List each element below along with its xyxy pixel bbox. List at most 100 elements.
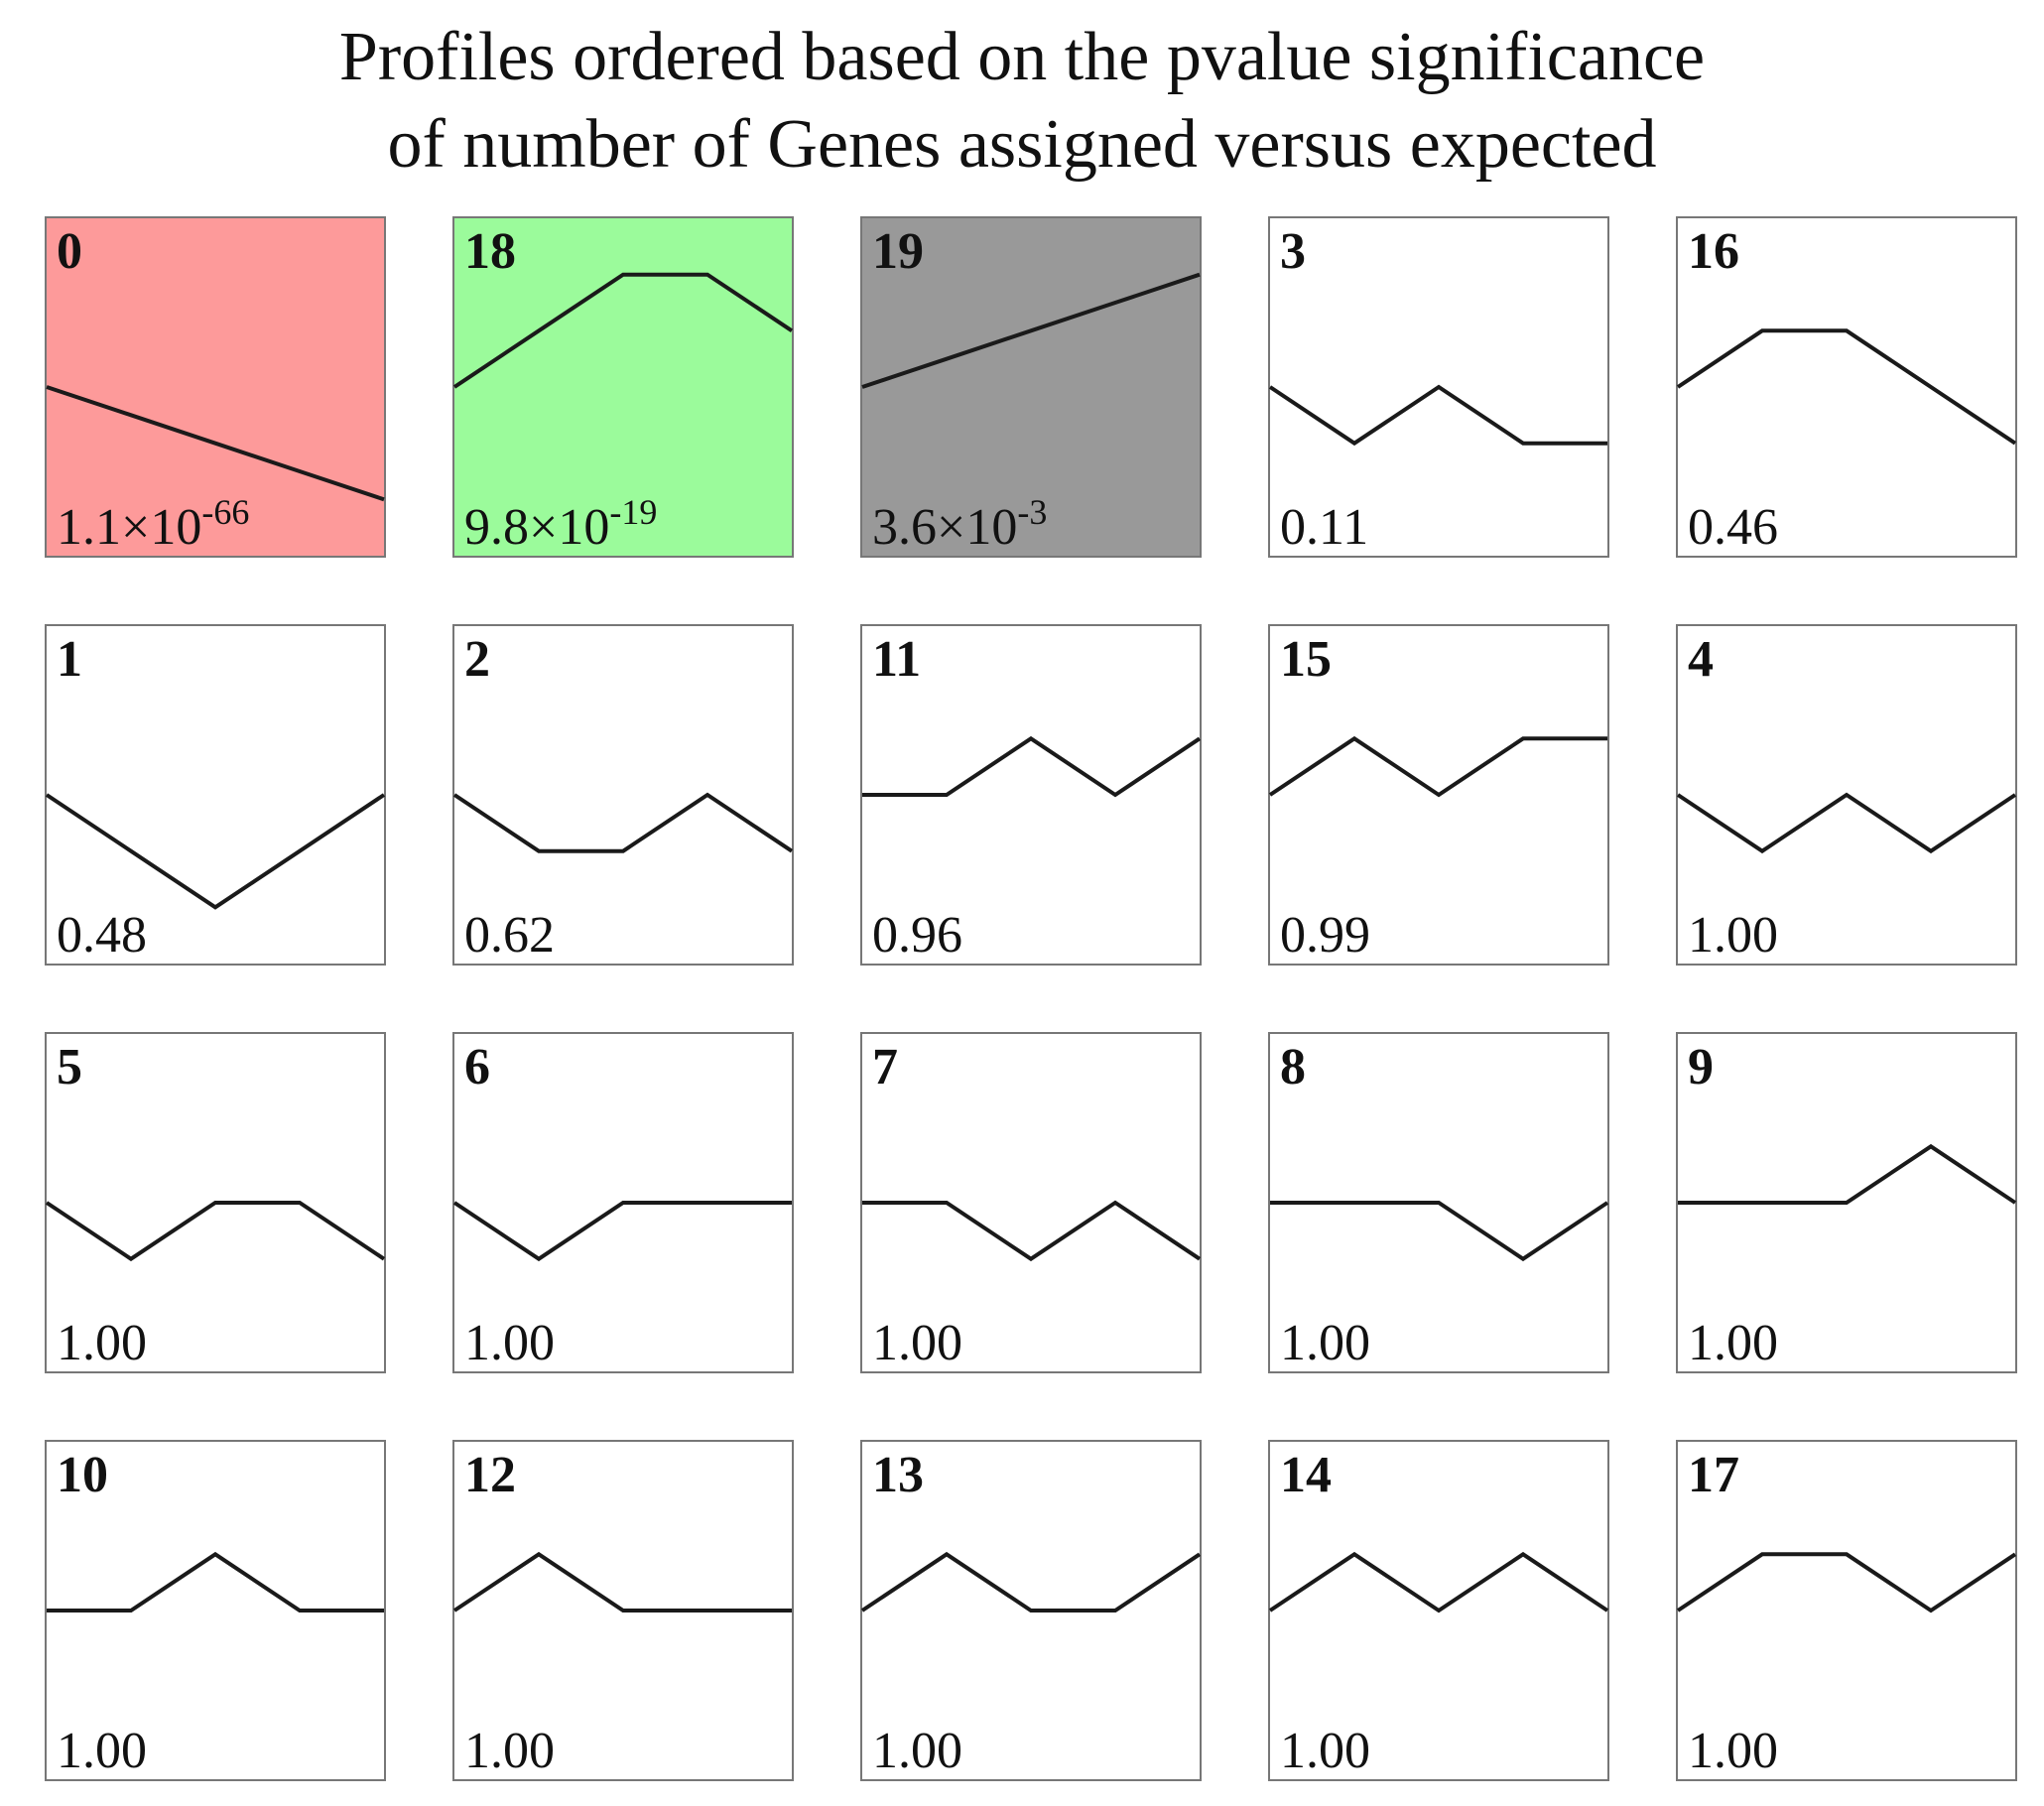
pvalue-mantissa: 3.6×10 bbox=[872, 499, 1018, 556]
profile-pvalue: 0.62 bbox=[464, 907, 555, 964]
profile-panel-15[interactable]: 15 0.99 bbox=[1268, 624, 1609, 966]
profile-pvalue: 1.00 bbox=[57, 1315, 147, 1371]
profile-plot bbox=[1676, 1552, 2017, 1613]
profile-id: 12 bbox=[464, 1447, 516, 1503]
profile-plot bbox=[1268, 735, 1607, 798]
profile-pvalue: 1.00 bbox=[1280, 1723, 1370, 1779]
pvalue-mantissa: 1.1×10 bbox=[57, 499, 202, 556]
profile-line bbox=[46, 385, 385, 502]
profile-id: 13 bbox=[872, 1447, 924, 1503]
profile-id: 18 bbox=[464, 223, 516, 280]
profile-panel-3[interactable]: 3 0.11 bbox=[1268, 216, 1609, 558]
profile-pvalue: 0.48 bbox=[57, 907, 147, 964]
profile-panel-1[interactable]: 1 0.48 bbox=[45, 624, 386, 966]
profile-line bbox=[45, 1201, 386, 1262]
profile-line bbox=[47, 1551, 384, 1612]
chart-title: Profiles ordered based on the pvalue sig… bbox=[0, 14, 2044, 189]
profile-panel-0[interactable]: 0 1.1×10-66 bbox=[45, 216, 386, 558]
profile-pvalue: 0.96 bbox=[872, 907, 962, 964]
profile-line bbox=[452, 1201, 792, 1262]
profile-line bbox=[1676, 1552, 2017, 1613]
profile-plot bbox=[1676, 328, 2017, 446]
profile-plot bbox=[1676, 792, 2017, 854]
profile-plot bbox=[452, 272, 794, 389]
profile-panel-19[interactable]: 19 3.6×10-3 bbox=[860, 216, 1202, 558]
profile-pvalue: 1.1×10-66 bbox=[57, 494, 249, 556]
profile-id: 1 bbox=[57, 631, 82, 688]
profile-id: 0 bbox=[57, 223, 82, 280]
profile-line bbox=[452, 272, 794, 389]
profile-line bbox=[862, 1200, 1202, 1262]
profile-line bbox=[1676, 328, 2017, 446]
pvalue-exponent: -3 bbox=[1017, 492, 1048, 533]
profile-pvalue: 1.00 bbox=[464, 1315, 555, 1371]
profile-line bbox=[861, 272, 1201, 389]
profile-panel-14[interactable]: 14 1.00 bbox=[1268, 1440, 1609, 1781]
profile-pvalue: 0.11 bbox=[1280, 499, 1369, 556]
profile-plot bbox=[1268, 384, 1607, 447]
profile-pvalue: 1.00 bbox=[872, 1315, 962, 1371]
profile-plot bbox=[860, 1551, 1202, 1612]
profile-plot bbox=[452, 1551, 792, 1612]
profile-pvalue: 0.46 bbox=[1688, 499, 1778, 556]
profile-plot bbox=[1678, 1143, 2017, 1205]
profile-id: 14 bbox=[1280, 1447, 1332, 1503]
profile-pvalue: 0.99 bbox=[1280, 907, 1370, 964]
profile-panel-18[interactable]: 18 9.8×10-19 bbox=[452, 216, 794, 558]
pvalue-exponent: -19 bbox=[609, 492, 658, 533]
profile-panel-17[interactable]: 17 1.00 bbox=[1676, 1440, 2017, 1781]
profile-line bbox=[45, 793, 386, 910]
profile-id: 15 bbox=[1280, 631, 1332, 688]
pvalue-exponent: -66 bbox=[201, 492, 250, 533]
profile-panel-8[interactable]: 8 1.00 bbox=[1268, 1032, 1609, 1373]
profile-panel-2[interactable]: 2 0.62 bbox=[452, 624, 794, 966]
profile-plot bbox=[45, 1201, 386, 1262]
profile-id: 10 bbox=[57, 1447, 108, 1503]
profile-pvalue: 3.6×10-3 bbox=[872, 494, 1047, 556]
profile-panel-5[interactable]: 5 1.00 bbox=[45, 1032, 386, 1373]
profile-pvalue: 1.00 bbox=[1688, 1315, 1778, 1371]
profile-plot bbox=[1270, 1201, 1609, 1262]
profile-plot bbox=[862, 1200, 1202, 1262]
profile-panel-11[interactable]: 11 0.96 bbox=[860, 624, 1202, 966]
profile-line bbox=[1268, 735, 1607, 798]
profile-line bbox=[1678, 1143, 2017, 1205]
profile-pvalue: 1.00 bbox=[1688, 907, 1778, 964]
profile-line bbox=[452, 792, 794, 853]
profile-plot bbox=[452, 1201, 792, 1262]
profile-pvalue: 1.00 bbox=[1280, 1315, 1370, 1371]
profile-id: 16 bbox=[1688, 223, 1739, 280]
profile-panel-12[interactable]: 12 1.00 bbox=[452, 1440, 794, 1781]
profile-pvalue: 1.00 bbox=[57, 1723, 147, 1779]
title-line-1: Profiles ordered based on the pvalue sig… bbox=[338, 19, 1706, 95]
profile-panel-7[interactable]: 7 1.00 bbox=[860, 1032, 1202, 1373]
profile-panel-4[interactable]: 4 1.00 bbox=[1676, 624, 2017, 966]
profile-plot bbox=[452, 792, 794, 853]
profile-panel-13[interactable]: 13 1.00 bbox=[860, 1440, 1202, 1781]
profile-plot bbox=[861, 272, 1201, 389]
profile-id: 19 bbox=[872, 223, 924, 280]
profile-id: 11 bbox=[872, 631, 922, 688]
profile-id: 6 bbox=[464, 1039, 490, 1096]
profile-line bbox=[862, 735, 1202, 798]
profile-id: 2 bbox=[464, 631, 490, 688]
profile-plot bbox=[862, 735, 1202, 798]
profile-id: 5 bbox=[57, 1039, 82, 1096]
profile-line bbox=[1268, 1551, 1609, 1613]
profile-id: 3 bbox=[1280, 223, 1306, 280]
pvalue-mantissa: 9.8×10 bbox=[464, 499, 610, 556]
profile-line bbox=[452, 1551, 792, 1612]
profile-panel-10[interactable]: 10 1.00 bbox=[45, 1440, 386, 1781]
profile-panel-16[interactable]: 16 0.46 bbox=[1676, 216, 2017, 558]
profile-pvalue: 9.8×10-19 bbox=[464, 494, 657, 556]
profile-id: 7 bbox=[872, 1039, 898, 1096]
profile-pvalue: 1.00 bbox=[1688, 1723, 1778, 1779]
profile-id: 17 bbox=[1688, 1447, 1739, 1503]
profile-line bbox=[1270, 1201, 1609, 1262]
profile-panel-6[interactable]: 6 1.00 bbox=[452, 1032, 794, 1373]
profile-panel-9[interactable]: 9 1.00 bbox=[1676, 1032, 2017, 1373]
profile-pvalue: 1.00 bbox=[872, 1723, 962, 1779]
profile-line bbox=[1676, 792, 2017, 854]
profile-plot bbox=[46, 385, 385, 502]
